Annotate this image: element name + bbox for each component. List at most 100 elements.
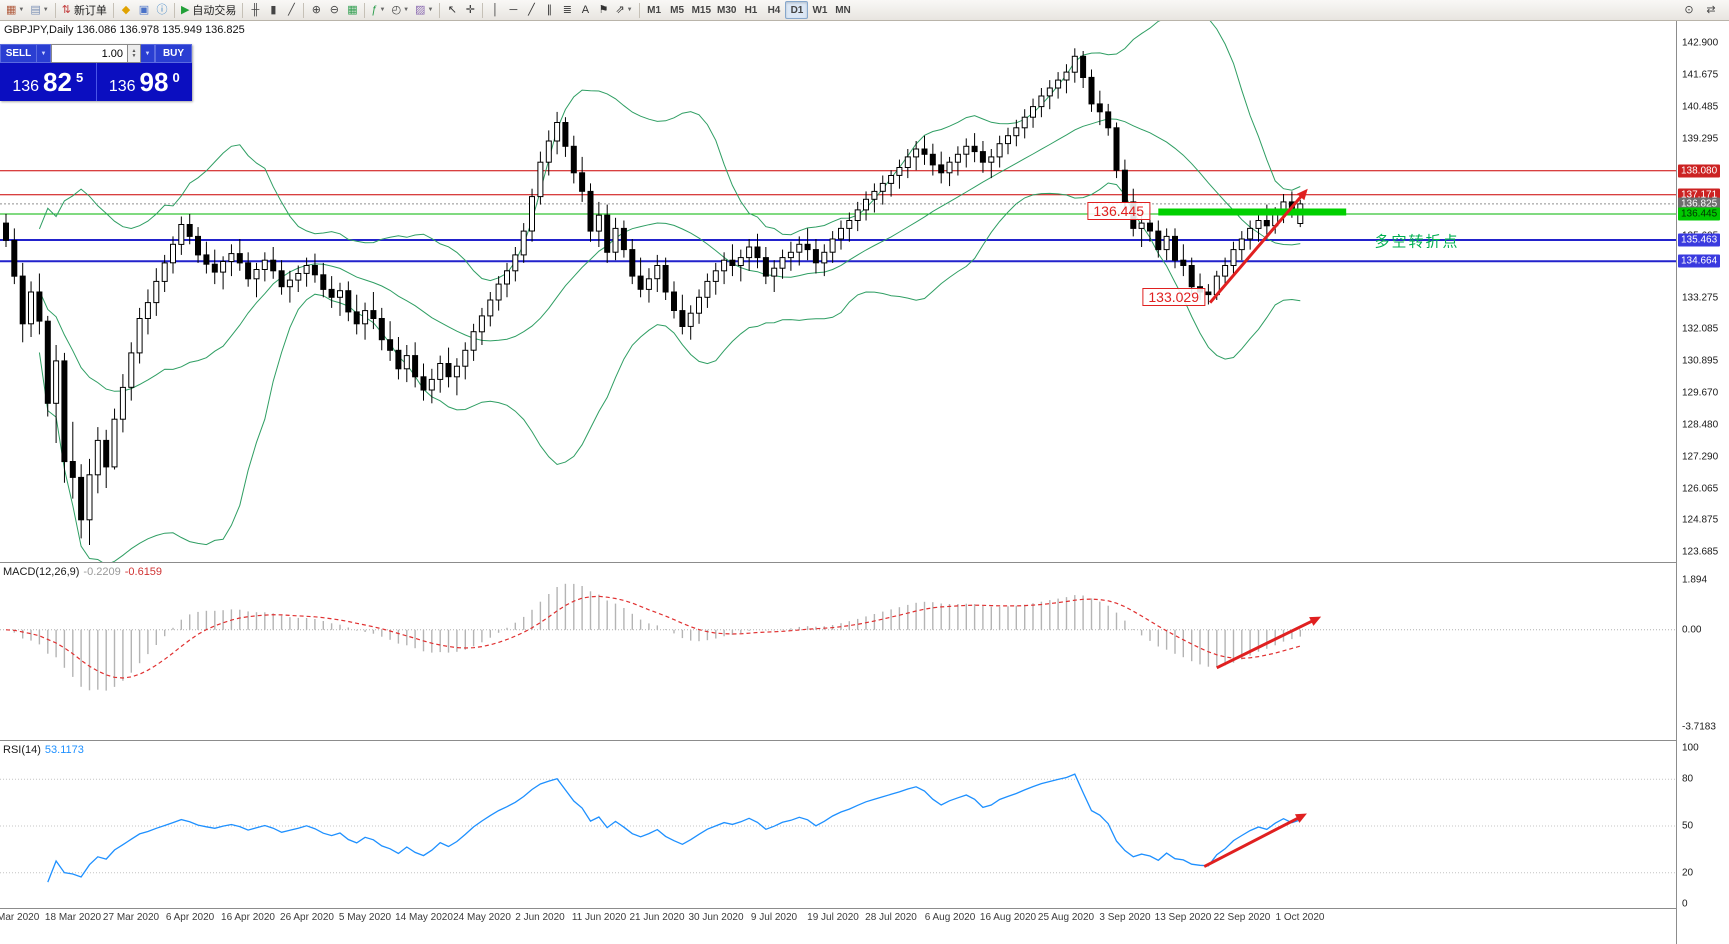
tile-windows-button[interactable]: ▦ xyxy=(343,1,361,19)
rsi-name: RSI(14) xyxy=(3,744,41,756)
vertical-line-button-icon: │ xyxy=(491,3,499,16)
buy-button[interactable]: BUY xyxy=(155,44,192,63)
date-axis-label: 8 Mar 2020 xyxy=(0,912,40,923)
volume-input[interactable]: 1.00 xyxy=(51,44,128,63)
vertical-line-button[interactable]: │ xyxy=(486,1,504,19)
timeframe-mn[interactable]: MN xyxy=(835,4,851,16)
timeframe-m1[interactable]: M1 xyxy=(647,4,662,16)
candle xyxy=(487,292,494,327)
panel-separator-macd[interactable] xyxy=(0,562,1729,563)
timeframe-w1[interactable]: W1 xyxy=(812,4,828,16)
bollinger-lower-band xyxy=(38,182,1301,562)
profiles-button-caret-icon[interactable]: ▼ xyxy=(42,7,49,13)
templates-button[interactable]: ▨ ▼ xyxy=(412,1,436,19)
volume-stepper[interactable]: ▲ ▼ xyxy=(128,44,141,63)
candle xyxy=(512,247,519,282)
templates-button-caret-icon[interactable]: ▼ xyxy=(427,7,434,13)
candle xyxy=(270,247,277,279)
price-chart-canvas[interactable] xyxy=(0,21,1677,562)
help-button[interactable]: ⓘ xyxy=(153,1,171,19)
fibonacci-button[interactable]: ≣ xyxy=(558,1,576,19)
periods-button[interactable]: ◴ ▼ xyxy=(388,1,412,19)
shapes-button-caret-icon[interactable]: ▼ xyxy=(626,7,633,13)
quick-jump-icon[interactable]: ⇄ xyxy=(1702,1,1720,19)
bar-chart-button[interactable]: ╫ xyxy=(246,1,264,19)
date-axis-label: 14 May 2020 xyxy=(395,912,453,923)
autotrading-button[interactable]: ▶ 自动交易 xyxy=(178,1,239,19)
candle xyxy=(94,427,101,494)
timeframe-h1[interactable]: H1 xyxy=(744,4,758,16)
cursor-button[interactable]: ↖ xyxy=(443,1,461,19)
profiles-button-icon: ▤ xyxy=(30,3,41,16)
date-axis-label: 9 Jul 2020 xyxy=(750,912,798,923)
channel-button[interactable]: ∥ xyxy=(540,1,558,19)
label-button[interactable]: ⚑ xyxy=(594,1,612,19)
macd-panel-canvas[interactable] xyxy=(0,563,1677,740)
date-axis-label: 1 Oct 2020 xyxy=(1275,912,1325,923)
indicators-button[interactable]: ƒ ▼ xyxy=(368,1,388,19)
sell-price-sup: 5 xyxy=(75,70,84,85)
candle xyxy=(395,337,402,380)
market-button[interactable]: ▣ xyxy=(135,1,153,19)
candlestick-chart-button[interactable]: ▮ xyxy=(264,1,282,19)
volume-down-icon[interactable]: ▼ xyxy=(131,52,137,59)
candle xyxy=(821,244,828,277)
volume-up-icon[interactable]: ▲ xyxy=(131,47,137,54)
indicators-button-caret-icon[interactable]: ▼ xyxy=(379,7,386,13)
new-chart-button-caret-icon[interactable]: ▼ xyxy=(18,7,25,13)
candle xyxy=(1222,257,1229,285)
periods-button-caret-icon[interactable]: ▼ xyxy=(403,7,410,13)
timeframe-h4[interactable]: H4 xyxy=(767,4,781,16)
timeframe-m5[interactable]: M5 xyxy=(670,4,685,16)
buy-price[interactable]: 136 98 0 xyxy=(97,63,193,101)
panel-separator-rsi[interactable] xyxy=(0,740,1729,741)
price-axis-label: 141.675 xyxy=(1682,69,1719,81)
buy-options-caret-icon[interactable]: ▼ xyxy=(141,44,155,63)
date-axis-label: 18 Mar 2020 xyxy=(44,912,102,923)
price-axis[interactable]: 142.900141.675140.485139.295135.605133.2… xyxy=(1677,21,1729,944)
text-button[interactable]: A xyxy=(576,1,594,19)
profiles-button[interactable]: ▤ ▼ xyxy=(27,1,51,19)
sell-button[interactable]: SELL xyxy=(0,44,37,63)
candle xyxy=(1238,231,1245,261)
trendline-button[interactable]: ╱ xyxy=(522,1,540,19)
macd-histogram xyxy=(13,583,1302,691)
candle xyxy=(353,294,360,335)
candle xyxy=(787,241,794,271)
horizontal-line-button[interactable]: ─ xyxy=(504,1,522,19)
fibonacci-button-icon: ≣ xyxy=(562,3,573,16)
line-chart-button[interactable]: ╱ xyxy=(282,1,300,19)
candle xyxy=(687,305,694,340)
zoom-in-button[interactable]: ⊕ xyxy=(307,1,325,19)
sell-price[interactable]: 136 82 5 xyxy=(0,63,96,101)
bar-chart-button-icon: ╫ xyxy=(251,3,260,16)
metaeditor-button-icon: ◆ xyxy=(121,3,131,16)
candle xyxy=(445,347,452,388)
candle xyxy=(504,262,510,298)
new-chart-button[interactable]: ▦ ▼ xyxy=(3,1,27,19)
crosshair-button[interactable]: ✛ xyxy=(461,1,479,19)
new-order-button[interactable]: ⇅ 新订单 xyxy=(59,1,110,19)
price-axis-label: 140.485 xyxy=(1682,101,1719,113)
timeframe-m15[interactable]: M15 xyxy=(691,4,712,16)
zoom-out-button[interactable]: ⊖ xyxy=(325,1,343,19)
metaeditor-button[interactable]: ◆ xyxy=(117,1,135,19)
timeframe-m30[interactable]: M30 xyxy=(717,4,737,16)
candle xyxy=(771,260,778,292)
support-zone-bar[interactable] xyxy=(1158,208,1347,216)
candle xyxy=(579,156,586,202)
rsi-panel-canvas[interactable] xyxy=(0,741,1677,908)
search-icon[interactable]: ⊙ xyxy=(1680,1,1698,19)
price-axis-label: 127.290 xyxy=(1682,451,1719,462)
macd-signal-value: -0.6159 xyxy=(124,566,163,578)
candle xyxy=(779,249,786,279)
search-icon: ⊙ xyxy=(1684,3,1694,16)
candle xyxy=(44,315,51,417)
candle xyxy=(1255,212,1262,242)
sell-options-caret-icon[interactable]: ▼ xyxy=(37,44,51,63)
rsi-axis-label: 80 xyxy=(1682,773,1694,785)
shapes-button[interactable]: ⇗ ▼ xyxy=(612,1,635,19)
timeframe-d1[interactable]: D1 xyxy=(785,1,809,19)
price-axis-chip: 135.463 xyxy=(1678,233,1721,247)
